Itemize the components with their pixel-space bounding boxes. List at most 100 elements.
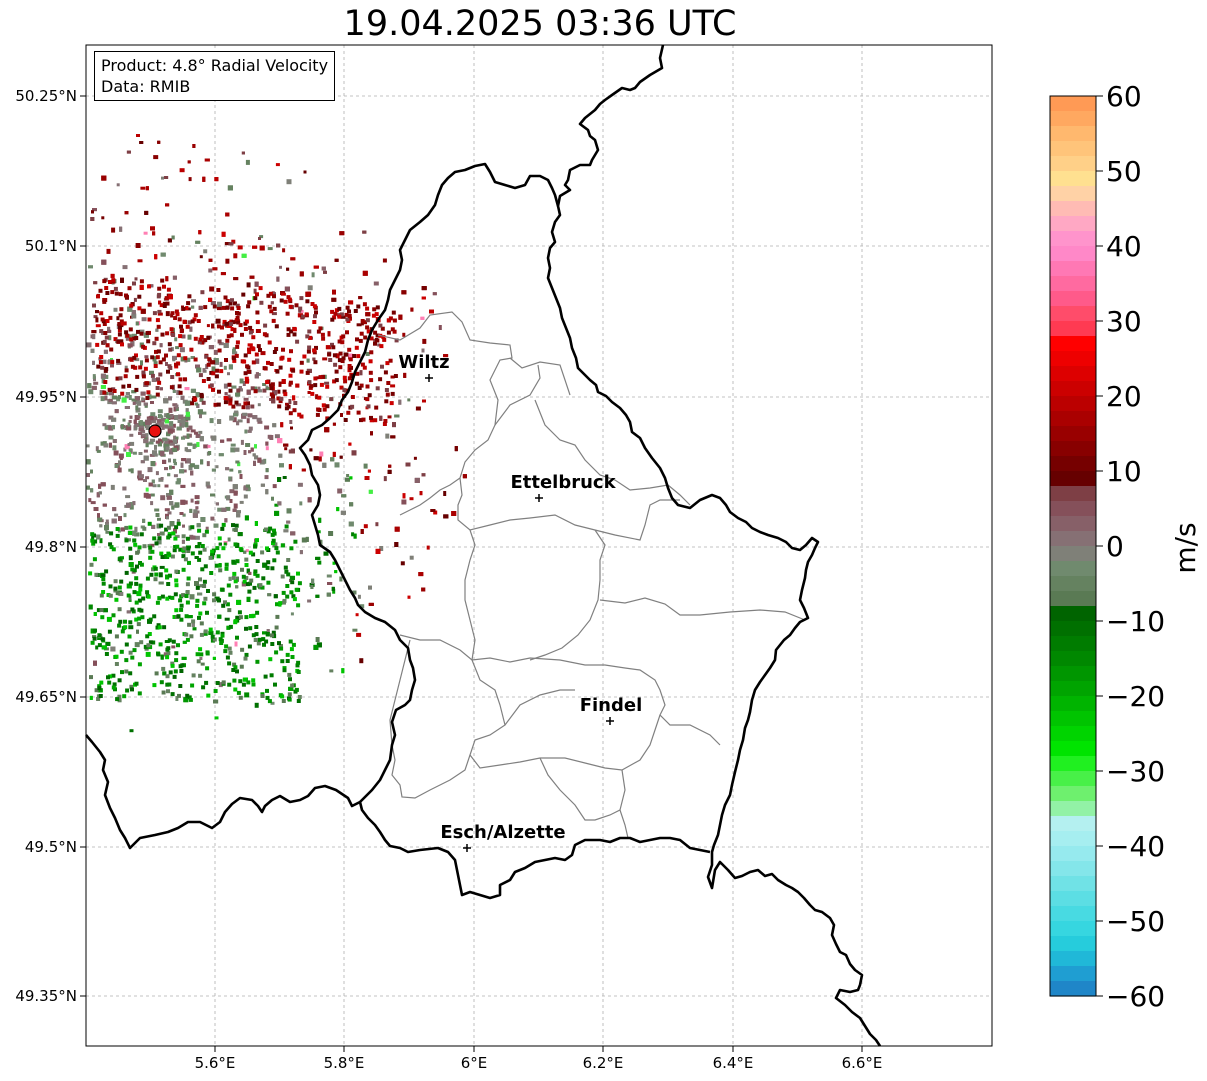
colorbar-band	[1050, 276, 1096, 292]
colorbar-band	[1050, 246, 1096, 262]
colorbar-gradient	[1050, 96, 1096, 997]
colorbar-tick-label: 40	[1106, 230, 1142, 263]
colorbar-tick-label: −60	[1106, 980, 1165, 1013]
country-borders	[85, 44, 882, 1047]
colorbar-tick-label: −30	[1106, 755, 1165, 788]
city-esch-alzette: Esch/Alzette	[440, 822, 566, 852]
city-label: Wiltz	[398, 352, 449, 373]
colorbar-band	[1050, 801, 1096, 817]
lon-tick-label: 6.6°E	[842, 1054, 883, 1072]
colorbar-band	[1050, 681, 1096, 697]
longitude-axis: 5.6°E 5.8°E 6°E 6.2°E 6.4°E 6.6°E	[195, 1046, 883, 1072]
lat-tick-label: 50.25°N	[15, 87, 77, 105]
colorbar-band	[1050, 426, 1096, 442]
lat-tick-label: 49.65°N	[15, 688, 77, 706]
colorbar-band	[1050, 891, 1096, 907]
lon-tick-label: 6°E	[461, 1054, 488, 1072]
lat-tick-label: 49.95°N	[15, 388, 77, 406]
colorbar-tick-label: 50	[1106, 155, 1142, 188]
colorbar-band	[1050, 471, 1096, 487]
map-title: 19.04.2025 03:36 UTC	[343, 4, 737, 44]
city-label: Ettelbruck	[510, 472, 616, 493]
colorbar-band	[1050, 621, 1096, 637]
map-frame	[85, 44, 993, 1047]
colorbar-band	[1050, 921, 1096, 937]
colorbar-band	[1050, 201, 1096, 217]
colorbar-tick-label: −10	[1106, 605, 1165, 638]
colorbar-band	[1050, 726, 1096, 742]
colorbar-band	[1050, 501, 1096, 517]
colorbar-band	[1050, 771, 1096, 787]
product-text: Product: 4.8° Radial Velocity	[101, 56, 329, 75]
radar-velocity-echoes	[86, 134, 467, 733]
data-source-text: Data: RMIB	[101, 77, 191, 96]
colorbar-band	[1050, 546, 1096, 562]
map-background	[86, 45, 992, 1046]
colorbar-tick-label: −20	[1106, 680, 1165, 713]
lat-tick-label: 50.1°N	[25, 237, 77, 255]
city-ettelbruck: Ettelbruck	[510, 472, 617, 502]
colorbar-tick-label: 30	[1106, 305, 1142, 338]
colorbar-band	[1050, 576, 1096, 592]
radar-site-marker	[148, 424, 162, 438]
colorbar-band	[1050, 786, 1096, 802]
colorbar-band	[1050, 981, 1096, 997]
city-marker-icon	[425, 374, 433, 382]
colorbar-band	[1050, 396, 1096, 412]
colorbar-band	[1050, 261, 1096, 277]
colorbar-band	[1050, 171, 1096, 187]
colorbar-band	[1050, 861, 1096, 877]
latitude-axis: 50.25°N 50.1°N 49.95°N 49.8°N 49.65°N 49…	[15, 87, 86, 1005]
colorbar-band	[1050, 156, 1096, 172]
colorbar-band	[1050, 966, 1096, 982]
colorbar-band	[1050, 741, 1096, 757]
colorbar: 60 50 40 30 20 10 0 −10 −20 −30 −40 −50 −60 m/s	[1049, 80, 1202, 1013]
colorbar-band	[1050, 111, 1096, 127]
colorbar-tick-label: −40	[1106, 830, 1165, 863]
colorbar-band	[1050, 756, 1096, 772]
colorbar-band	[1050, 336, 1096, 352]
colorbar-tick-label: 60	[1106, 80, 1142, 113]
colorbar-band	[1050, 666, 1096, 682]
colorbar-band	[1050, 651, 1096, 667]
colorbar-band	[1050, 216, 1096, 232]
city-findel: Findel	[580, 695, 643, 725]
city-markers: Wiltz Ettelbruck Findel Esch/Alzette	[398, 352, 642, 852]
colorbar-tick-label: 20	[1106, 380, 1142, 413]
colorbar-unit-label: m/s	[1169, 522, 1202, 573]
colorbar-band	[1050, 351, 1096, 367]
colorbar-band	[1050, 846, 1096, 862]
lon-tick-label: 5.6°E	[195, 1054, 236, 1072]
colorbar-band	[1050, 366, 1096, 382]
colorbar-band	[1050, 831, 1096, 847]
colorbar-band	[1050, 141, 1096, 157]
colorbar-band	[1050, 456, 1096, 472]
city-marker-icon	[606, 717, 614, 725]
colorbar-band	[1050, 96, 1096, 112]
colorbar-band	[1050, 696, 1096, 712]
city-wiltz: Wiltz	[398, 352, 450, 382]
lon-tick-label: 5.8°E	[324, 1054, 365, 1072]
colorbar-band	[1050, 411, 1096, 427]
colorbar-band	[1050, 321, 1096, 337]
colorbar-band	[1050, 936, 1096, 952]
colorbar-band	[1050, 816, 1096, 832]
colorbar-band	[1050, 876, 1096, 892]
colorbar-band	[1050, 711, 1096, 727]
colorbar-band	[1050, 381, 1096, 397]
city-label: Esch/Alzette	[440, 822, 565, 843]
lat-tick-label: 49.8°N	[25, 538, 77, 556]
colorbar-band	[1050, 486, 1096, 502]
lon-tick-label: 6.2°E	[583, 1054, 624, 1072]
colorbar-tick-label: −50	[1106, 905, 1165, 938]
colorbar-band	[1050, 291, 1096, 307]
city-marker-icon	[463, 844, 471, 852]
colorbar-band	[1050, 561, 1096, 577]
colorbar-band	[1050, 231, 1096, 247]
colorbar-band	[1050, 606, 1096, 622]
city-label: Findel	[580, 695, 643, 716]
colorbar-band	[1050, 951, 1096, 967]
colorbar-band	[1050, 531, 1096, 547]
colorbar-band	[1050, 591, 1096, 607]
colorbar-band	[1050, 516, 1096, 532]
